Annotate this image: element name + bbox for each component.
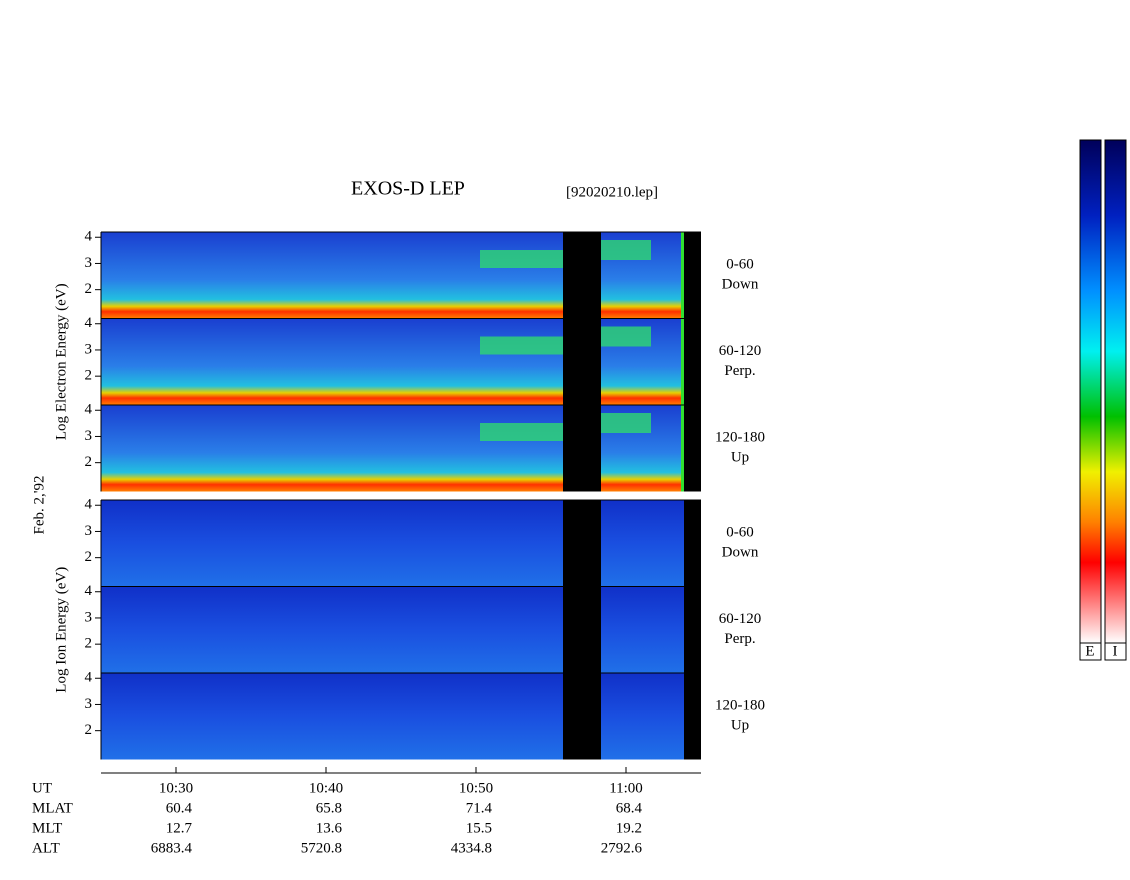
orbit-row-name: ALT xyxy=(32,840,60,856)
y-tick-label: 4 xyxy=(85,229,93,245)
panel-direction: Up xyxy=(731,718,749,734)
spectrogram-band xyxy=(480,423,563,441)
y-tick-label: 2 xyxy=(85,281,93,297)
panel-angle: 0-60 xyxy=(726,525,754,541)
panel-angle: 120-180 xyxy=(715,430,765,446)
chart-title: EXOS-D LEP xyxy=(351,178,465,200)
orbit-value: 71.4 xyxy=(466,800,493,816)
orbit-value: 4334.8 xyxy=(451,840,492,856)
y-axis-label: Log Electron Energy (eV) xyxy=(53,283,69,440)
data-gap xyxy=(563,586,601,673)
y-tick-label: 2 xyxy=(85,636,93,652)
orbit-row-name: MLAT xyxy=(32,800,73,816)
y-tick-label: 4 xyxy=(85,402,93,418)
spectrogram-panel xyxy=(101,500,701,587)
spectrogram-band xyxy=(601,326,651,347)
colorbar-label-box xyxy=(1079,642,1102,661)
y-tick-label: 3 xyxy=(85,255,93,271)
y-tick-label: 3 xyxy=(85,696,93,712)
spectrogram-panel xyxy=(101,586,701,673)
orbit-value: 6883.4 xyxy=(151,840,193,856)
y-tick-label: 3 xyxy=(85,341,93,357)
spectrogram-band xyxy=(681,405,684,492)
panel-angle: 60-120 xyxy=(719,343,762,359)
y-tick-label: 3 xyxy=(85,523,93,539)
y-tick-label: 4 xyxy=(85,583,93,599)
data-gap xyxy=(684,232,701,319)
colorbar-label: I xyxy=(1113,643,1118,659)
x-tick-label: 10:50 xyxy=(459,780,493,796)
colorbar-label-box xyxy=(1104,642,1127,661)
spectrogram-band xyxy=(681,318,684,405)
orbit-row-name: MLT xyxy=(32,820,62,836)
panel-angle: 120-180 xyxy=(715,698,765,714)
y-tick-label: 2 xyxy=(85,549,93,565)
y-axis-label: Log Ion Energy (eV) xyxy=(53,567,69,693)
orbit-value: 13.6 xyxy=(316,820,343,836)
y-tick-label: 3 xyxy=(85,609,93,625)
orbit-value: 68.4 xyxy=(616,800,643,816)
x-tick-label: 10:40 xyxy=(309,780,343,796)
orbit-value: 15.5 xyxy=(466,820,492,836)
data-gap xyxy=(684,405,701,492)
orbit-value: 19.2 xyxy=(616,820,642,836)
panel-direction: Perp. xyxy=(724,631,755,647)
data-gap xyxy=(684,586,701,673)
spectrogram-band xyxy=(480,250,563,268)
x-tick-label: 11:00 xyxy=(609,780,643,796)
orbit-value: 2792.6 xyxy=(601,840,643,856)
spectrogram-band xyxy=(601,240,651,260)
panel-angle: 0-60 xyxy=(726,257,754,273)
x-axis-label: UT xyxy=(32,780,52,796)
orbit-value: 5720.8 xyxy=(301,840,342,856)
data-gap xyxy=(684,500,701,587)
data-gap xyxy=(684,318,701,405)
y-tick-label: 4 xyxy=(85,497,93,513)
panel-direction: Down xyxy=(722,277,759,293)
date-label: Feb. 2,'92 xyxy=(31,476,47,535)
spectrogram-band xyxy=(601,413,651,433)
panel-direction: Perp. xyxy=(724,363,755,379)
colorbar xyxy=(1104,139,1127,644)
colorbar xyxy=(1079,139,1102,644)
spectrogram-panel xyxy=(101,673,701,760)
panel-direction: Down xyxy=(722,545,759,561)
panel-direction: Up xyxy=(731,450,749,466)
orbit-value: 12.7 xyxy=(166,820,193,836)
data-gap xyxy=(563,500,601,587)
panel-angle: 60-120 xyxy=(719,611,762,627)
data-gap xyxy=(563,405,601,492)
y-tick-label: 2 xyxy=(85,722,93,738)
y-tick-label: 4 xyxy=(85,315,93,331)
data-gap xyxy=(563,318,601,405)
y-tick-label: 4 xyxy=(85,670,93,686)
spectrogram-band xyxy=(480,336,563,355)
y-tick-label: 2 xyxy=(85,454,93,470)
x-tick-label: 10:30 xyxy=(159,780,193,796)
orbit-value: 60.4 xyxy=(166,800,193,816)
y-tick-label: 2 xyxy=(85,368,93,384)
y-tick-label: 3 xyxy=(85,428,93,444)
orbit-value: 65.8 xyxy=(316,800,342,816)
spectrogram-band xyxy=(681,232,684,319)
file-label: [92020210.lep] xyxy=(566,184,658,200)
colorbar-label: E xyxy=(1085,643,1094,659)
data-gap xyxy=(684,673,701,760)
data-gap xyxy=(563,232,601,319)
data-gap xyxy=(563,673,601,760)
